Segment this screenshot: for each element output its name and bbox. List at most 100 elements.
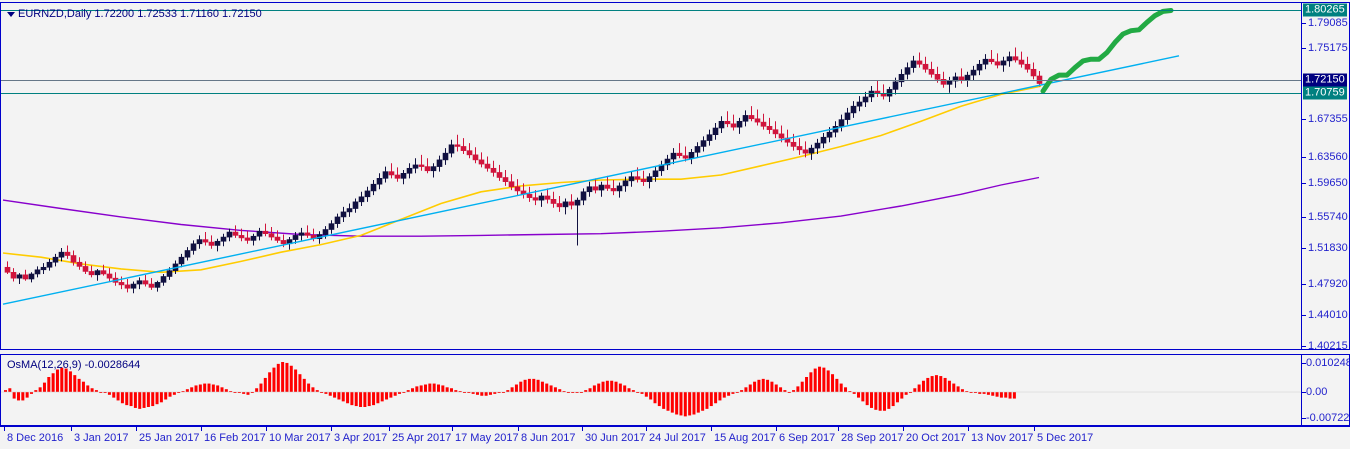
candle[interactable] xyxy=(616,182,623,198)
candle[interactable] xyxy=(490,160,497,177)
candle[interactable] xyxy=(328,220,335,234)
candle[interactable] xyxy=(466,143,473,159)
candle[interactable] xyxy=(988,49,995,65)
candle[interactable] xyxy=(16,273,23,285)
candle[interactable] xyxy=(622,176,629,192)
candle[interactable] xyxy=(670,148,677,165)
candle[interactable] xyxy=(586,181,593,197)
candle[interactable] xyxy=(40,263,47,274)
candle[interactable] xyxy=(442,148,449,165)
price-badge[interactable]: 1.72150 xyxy=(1303,73,1347,87)
candle[interactable] xyxy=(358,191,365,207)
candle[interactable] xyxy=(730,114,737,131)
candle[interactable] xyxy=(352,198,359,213)
ma-fast-line[interactable] xyxy=(2,85,1042,274)
price-badge[interactable]: 1.80265 xyxy=(1303,3,1347,17)
candle[interactable] xyxy=(64,245,71,259)
candle[interactable] xyxy=(652,166,659,182)
candle[interactable] xyxy=(526,186,533,202)
candle[interactable] xyxy=(718,116,725,134)
candle[interactable] xyxy=(400,169,407,185)
candle[interactable] xyxy=(538,192,545,207)
candle[interactable] xyxy=(544,188,551,204)
candle[interactable] xyxy=(796,138,803,155)
candle[interactable] xyxy=(970,65,977,82)
bullish-projection-line[interactable] xyxy=(1040,8,1174,94)
candle[interactable] xyxy=(922,56,929,73)
candle[interactable] xyxy=(112,272,119,286)
candle[interactable] xyxy=(916,52,923,68)
candle[interactable] xyxy=(502,169,509,186)
candle[interactable] xyxy=(220,233,227,247)
candle[interactable] xyxy=(472,147,479,164)
candle[interactable] xyxy=(880,84,887,100)
candle[interactable] xyxy=(1036,70,1043,87)
candle[interactable] xyxy=(658,160,665,176)
candle[interactable] xyxy=(886,86,893,102)
candle[interactable] xyxy=(274,230,281,243)
candle[interactable] xyxy=(46,258,53,271)
candle[interactable] xyxy=(748,106,755,122)
candle[interactable] xyxy=(28,272,35,283)
candle[interactable] xyxy=(664,154,671,170)
price-axis[interactable]: 1.79085 1.75175 1.67355 1.63560 1.59650 1.557… xyxy=(1301,2,1350,350)
candle[interactable] xyxy=(850,101,857,118)
candle[interactable] xyxy=(250,233,257,246)
candle[interactable] xyxy=(724,111,731,128)
candle[interactable] xyxy=(412,158,419,174)
candle[interactable] xyxy=(106,268,113,282)
candle[interactable] xyxy=(928,61,935,78)
candle[interactable] xyxy=(148,278,155,290)
candle[interactable] xyxy=(418,154,425,171)
candle[interactable] xyxy=(994,53,1001,69)
candle[interactable] xyxy=(448,139,455,158)
candle[interactable] xyxy=(298,227,305,241)
candle[interactable] xyxy=(628,171,635,187)
ma-slow-line[interactable] xyxy=(2,176,1040,237)
osma-indicator-pane[interactable]: OsMA(12,26,9) -0.0028644 xyxy=(0,354,1302,426)
candle[interactable] xyxy=(760,113,767,130)
candle[interactable] xyxy=(802,141,809,158)
candle[interactable] xyxy=(34,266,41,278)
candle[interactable] xyxy=(712,122,719,140)
candle[interactable] xyxy=(742,110,749,127)
candle[interactable] xyxy=(682,146,689,162)
level-line-current-price[interactable] xyxy=(1,80,1301,81)
candle[interactable] xyxy=(814,138,821,155)
level-line-resistance-top[interactable] xyxy=(1,10,1301,11)
candle[interactable] xyxy=(940,71,947,88)
candle[interactable] xyxy=(640,170,647,186)
candle[interactable] xyxy=(478,152,485,168)
candle[interactable] xyxy=(70,250,77,266)
candle[interactable] xyxy=(868,86,875,102)
candle[interactable] xyxy=(604,175,611,191)
candle[interactable] xyxy=(394,167,401,182)
candle[interactable] xyxy=(550,191,557,208)
candle[interactable] xyxy=(388,163,395,179)
candle[interactable] xyxy=(136,277,143,290)
candle[interactable] xyxy=(910,55,917,73)
price-badge[interactable]: 1.70759 xyxy=(1303,86,1347,100)
candle[interactable] xyxy=(556,195,563,212)
candle[interactable] xyxy=(898,69,905,87)
candle[interactable] xyxy=(946,76,953,93)
candle[interactable] xyxy=(838,114,845,132)
candle[interactable] xyxy=(736,117,743,134)
candle[interactable] xyxy=(184,247,191,261)
candle[interactable] xyxy=(406,163,413,179)
candle[interactable] xyxy=(508,174,515,191)
candle[interactable] xyxy=(1000,56,1007,72)
candle[interactable] xyxy=(874,81,881,97)
candle[interactable] xyxy=(268,226,275,241)
candle[interactable] xyxy=(514,179,521,196)
candle[interactable] xyxy=(646,173,653,189)
candle[interactable] xyxy=(454,134,461,152)
candle[interactable] xyxy=(484,156,491,172)
candle[interactable] xyxy=(202,232,209,246)
candle[interactable] xyxy=(340,206,347,222)
candle[interactable] xyxy=(232,225,239,238)
candle[interactable] xyxy=(208,235,215,249)
candle[interactable] xyxy=(346,203,353,217)
candle[interactable] xyxy=(436,155,443,172)
candle[interactable] xyxy=(766,117,773,134)
